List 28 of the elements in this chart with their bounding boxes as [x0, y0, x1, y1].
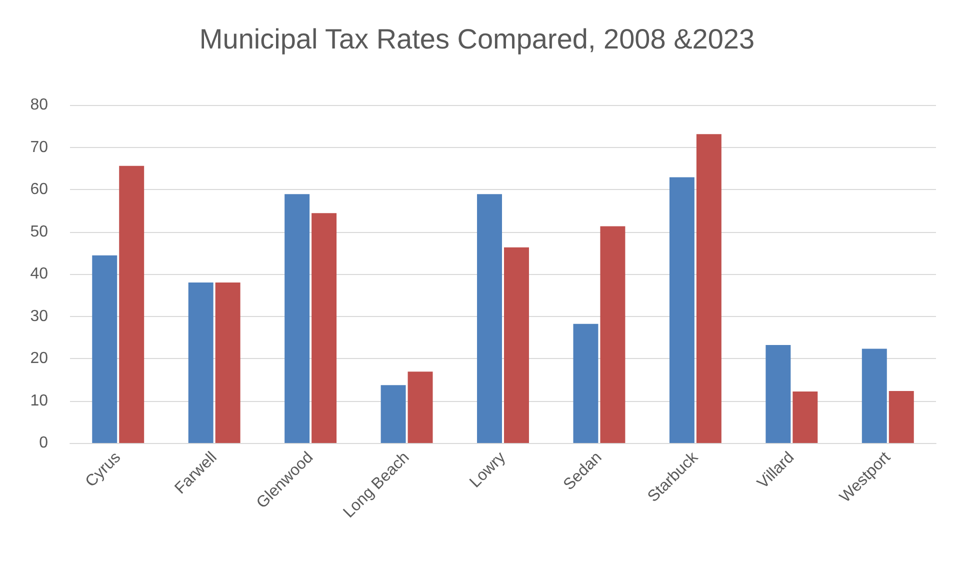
y-tick-label: 20	[30, 350, 48, 367]
y-tick-label: 30	[30, 308, 48, 325]
y-tick-label: 60	[30, 181, 48, 198]
bar	[862, 348, 887, 443]
bar	[669, 177, 694, 443]
bar	[312, 213, 337, 443]
bar	[766, 344, 791, 443]
bar	[696, 134, 722, 443]
bar	[477, 194, 502, 443]
y-tick-label: 70	[30, 138, 48, 156]
bar	[92, 255, 118, 443]
bar	[888, 391, 914, 443]
bar	[600, 226, 626, 443]
bar	[573, 324, 598, 443]
bar	[792, 391, 818, 443]
chart-title: Municipal Tax Rates Compared, 2008 &2023	[199, 24, 755, 54]
bar	[284, 194, 310, 443]
bar	[408, 372, 433, 443]
y-tick-label: 10	[30, 392, 48, 410]
bar	[215, 282, 240, 443]
y-tick-label: 80	[30, 96, 48, 114]
bar	[188, 282, 214, 443]
y-tick-label: 40	[30, 266, 48, 282]
y-tick-label: 50	[30, 223, 48, 240]
bar	[119, 166, 144, 443]
bar	[380, 385, 406, 443]
bar	[504, 247, 529, 443]
y-tick-label: 0	[39, 434, 48, 452]
